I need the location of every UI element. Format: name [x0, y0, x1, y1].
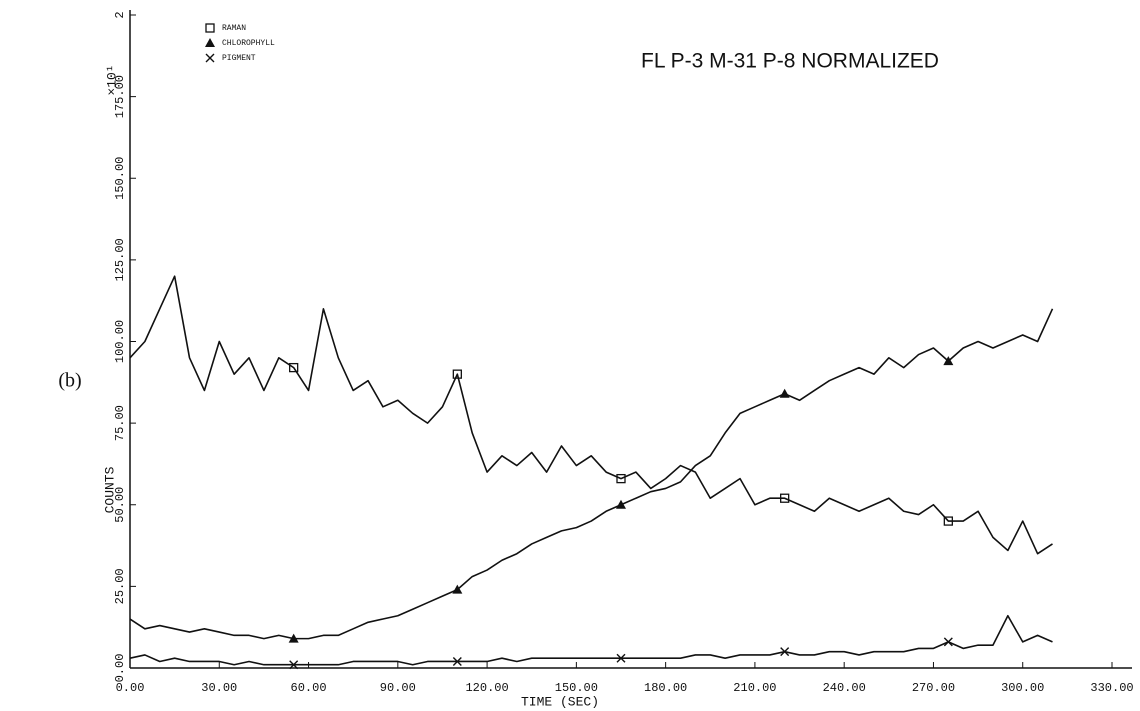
marker — [779, 388, 790, 398]
marker — [205, 53, 215, 63]
marker — [452, 369, 462, 379]
y-tick-label: 75.00 — [113, 405, 127, 441]
y-tick-label: 125.00 — [113, 238, 127, 281]
panel-label: (b) — [58, 370, 81, 392]
marker — [943, 516, 953, 526]
x-tick-label: 180.00 — [644, 681, 687, 695]
y-tick-label: 175.00 — [113, 75, 127, 118]
x-tick-label: 90.00 — [380, 681, 416, 695]
chart-title: FL P-3 M-31 P-8 NORMALIZED — [641, 50, 939, 73]
x-tick-label: 210.00 — [733, 681, 776, 695]
series-line — [129, 308, 1054, 640]
marker — [943, 637, 953, 647]
y-tick-label: 50.00 — [113, 487, 127, 523]
marker — [289, 660, 299, 670]
x-tick-label: 270.00 — [912, 681, 955, 695]
x-axis-label: TIME (SEC) — [521, 694, 599, 709]
y-axis-label: COUNTS — [102, 466, 117, 513]
x-tick-label: 240.00 — [823, 681, 866, 695]
series-line — [129, 275, 1053, 555]
marker — [780, 647, 790, 657]
y-tick-label: 0.00 — [113, 654, 127, 683]
marker — [616, 473, 626, 484]
y-tick-label: 100.00 — [113, 320, 127, 363]
marker — [205, 38, 215, 47]
legend-label: RAMAN — [222, 24, 246, 33]
series-line — [129, 614, 1053, 666]
x-tick-label: 120.00 — [465, 681, 508, 695]
marker — [289, 362, 299, 373]
marker — [452, 584, 463, 594]
x-tick-label: 300.00 — [1001, 681, 1044, 695]
x-tick-label: 330.00 — [1090, 681, 1133, 695]
legend-entry: RAMAN — [205, 23, 246, 33]
y-tick-label: 25.00 — [113, 568, 127, 604]
marker — [616, 653, 626, 663]
legend-label: CHLOROPHYLL — [222, 39, 275, 48]
marker — [205, 23, 215, 33]
x-tick-label: 0.00 — [116, 681, 145, 695]
legend-entry: CHLOROPHYLL — [205, 38, 275, 48]
y-tick-label: 2 — [113, 11, 127, 18]
legend-entry: PIGMENT — [205, 53, 256, 63]
marker — [943, 356, 954, 366]
y-multiplier: ×10¹ — [104, 64, 119, 95]
y-tick-label: 150.00 — [113, 157, 127, 200]
x-tick-label: 150.00 — [555, 681, 598, 695]
legend-label: PIGMENT — [222, 54, 256, 63]
marker — [780, 493, 790, 503]
x-tick-label: 30.00 — [201, 681, 237, 695]
marker — [616, 499, 626, 509]
marker — [288, 633, 299, 643]
marker — [452, 656, 462, 666]
x-tick-label: 60.00 — [291, 681, 327, 695]
